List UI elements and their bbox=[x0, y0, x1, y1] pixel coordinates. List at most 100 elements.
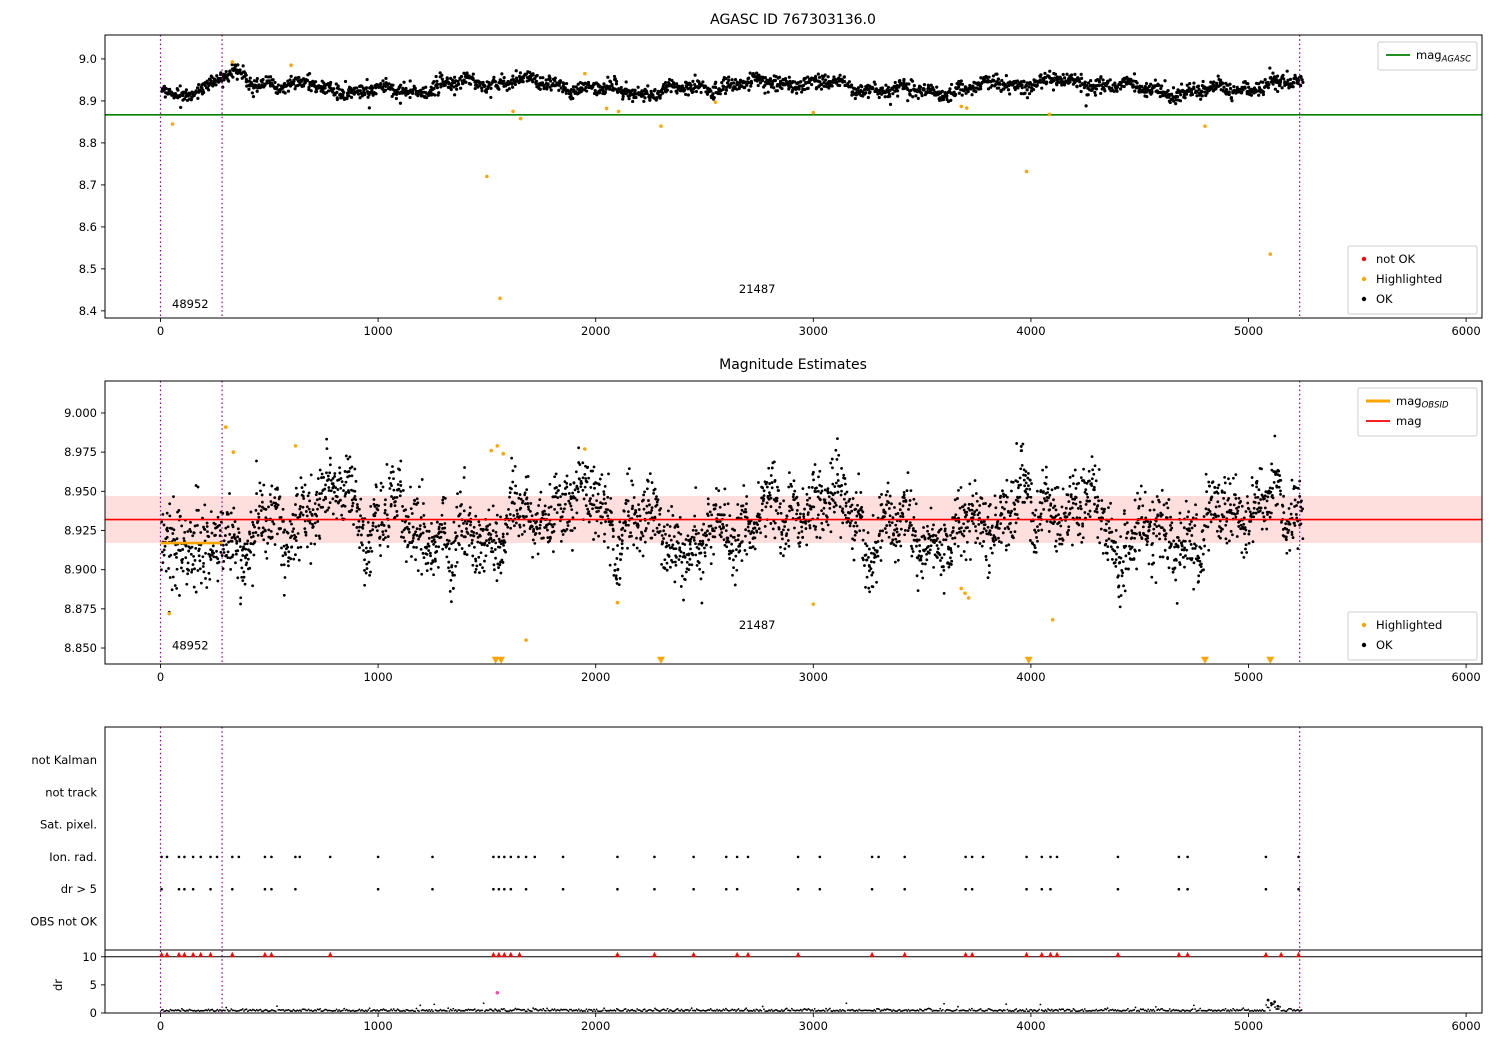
ok-point bbox=[353, 494, 357, 498]
ok-point bbox=[814, 76, 818, 81]
ok-point bbox=[303, 527, 307, 531]
ok-point bbox=[866, 95, 870, 100]
ok-point bbox=[918, 85, 923, 89]
ok-point bbox=[267, 528, 271, 532]
ok-point bbox=[485, 539, 488, 543]
ok-point bbox=[953, 536, 957, 540]
ok-point bbox=[234, 561, 237, 565]
ok-point bbox=[264, 550, 268, 554]
ok-point bbox=[305, 514, 309, 518]
ok-point bbox=[947, 547, 950, 551]
ok-point bbox=[721, 522, 725, 526]
ok-point bbox=[382, 538, 385, 541]
ok-point bbox=[723, 503, 727, 506]
ok-point bbox=[626, 499, 630, 503]
ok-point bbox=[566, 524, 570, 527]
ok-point bbox=[653, 533, 657, 536]
ok-point bbox=[198, 567, 202, 571]
ok-point bbox=[867, 586, 871, 590]
data-point bbox=[498, 296, 502, 301]
ok-point bbox=[895, 540, 899, 544]
ok-point bbox=[812, 478, 815, 482]
ok-point bbox=[850, 509, 854, 513]
ok-point bbox=[339, 486, 343, 490]
ok-point bbox=[202, 561, 206, 565]
ok-point bbox=[772, 86, 776, 90]
ok-point bbox=[675, 82, 679, 86]
ok-point bbox=[808, 524, 812, 527]
ok-point bbox=[954, 92, 958, 97]
ok-point bbox=[421, 551, 425, 555]
ok-point bbox=[829, 530, 833, 534]
ok-point bbox=[241, 579, 245, 583]
ok-point bbox=[501, 532, 505, 536]
ok-point bbox=[331, 482, 335, 486]
ok-point bbox=[357, 529, 361, 533]
ok-point bbox=[1000, 541, 1003, 544]
ok-point bbox=[165, 526, 169, 530]
ok-point bbox=[483, 559, 486, 563]
ok-point bbox=[369, 533, 373, 537]
ok-point bbox=[928, 534, 932, 538]
ok-point bbox=[1212, 80, 1216, 84]
ok-point bbox=[948, 87, 952, 91]
ok-point bbox=[917, 554, 921, 558]
ok-point bbox=[823, 73, 827, 77]
ok-point bbox=[806, 75, 810, 79]
ok-point bbox=[1057, 513, 1060, 517]
ok-point bbox=[757, 481, 760, 484]
ok-point bbox=[364, 571, 368, 575]
ok-point bbox=[468, 82, 473, 86]
ok-point bbox=[672, 535, 676, 538]
ok-point bbox=[1095, 507, 1098, 511]
y-tick-label: 8.8 bbox=[79, 136, 97, 150]
ok-point bbox=[1221, 81, 1225, 85]
ok-point bbox=[1174, 102, 1178, 106]
ok-point bbox=[1106, 545, 1110, 549]
ok-point bbox=[292, 78, 296, 82]
ok-point bbox=[1027, 495, 1030, 499]
ok-point bbox=[359, 497, 363, 501]
ok-point bbox=[463, 550, 467, 554]
ok-point bbox=[962, 522, 966, 526]
ok-point bbox=[439, 85, 443, 89]
ok-point bbox=[883, 527, 887, 530]
ok-point bbox=[672, 547, 676, 551]
data-point bbox=[959, 104, 964, 109]
ok-point bbox=[503, 540, 507, 544]
ok-point bbox=[680, 574, 684, 578]
ok-point bbox=[537, 83, 541, 88]
ok-point bbox=[242, 575, 246, 579]
ok-point bbox=[1086, 495, 1090, 499]
ok-point bbox=[787, 75, 791, 79]
ok-point bbox=[1113, 561, 1117, 564]
ok-point bbox=[943, 527, 947, 531]
ok-point bbox=[1093, 90, 1097, 95]
ok-point bbox=[615, 557, 619, 560]
ok-point bbox=[697, 547, 701, 551]
ok-point bbox=[1062, 76, 1067, 80]
ok-point bbox=[641, 554, 645, 558]
ok-point bbox=[168, 576, 172, 579]
ok-point bbox=[624, 523, 628, 527]
ok-point bbox=[956, 497, 959, 500]
ok-point bbox=[533, 541, 537, 545]
ok-point bbox=[653, 516, 657, 520]
ok-point bbox=[446, 80, 451, 84]
ok-point bbox=[206, 88, 211, 92]
ok-point bbox=[257, 512, 260, 516]
ok-point bbox=[201, 565, 205, 568]
ok-point bbox=[163, 95, 167, 99]
ok-point bbox=[720, 81, 724, 85]
ok-point bbox=[313, 542, 317, 546]
ok-point bbox=[606, 75, 610, 79]
ok-point bbox=[435, 79, 439, 83]
ok-point bbox=[435, 82, 440, 86]
ok-point bbox=[705, 92, 710, 96]
ok-point bbox=[218, 76, 222, 81]
ok-point bbox=[360, 533, 363, 537]
ok-point bbox=[178, 515, 182, 518]
ok-point bbox=[740, 540, 744, 543]
ok-point bbox=[740, 508, 744, 512]
ok-point bbox=[478, 523, 481, 527]
